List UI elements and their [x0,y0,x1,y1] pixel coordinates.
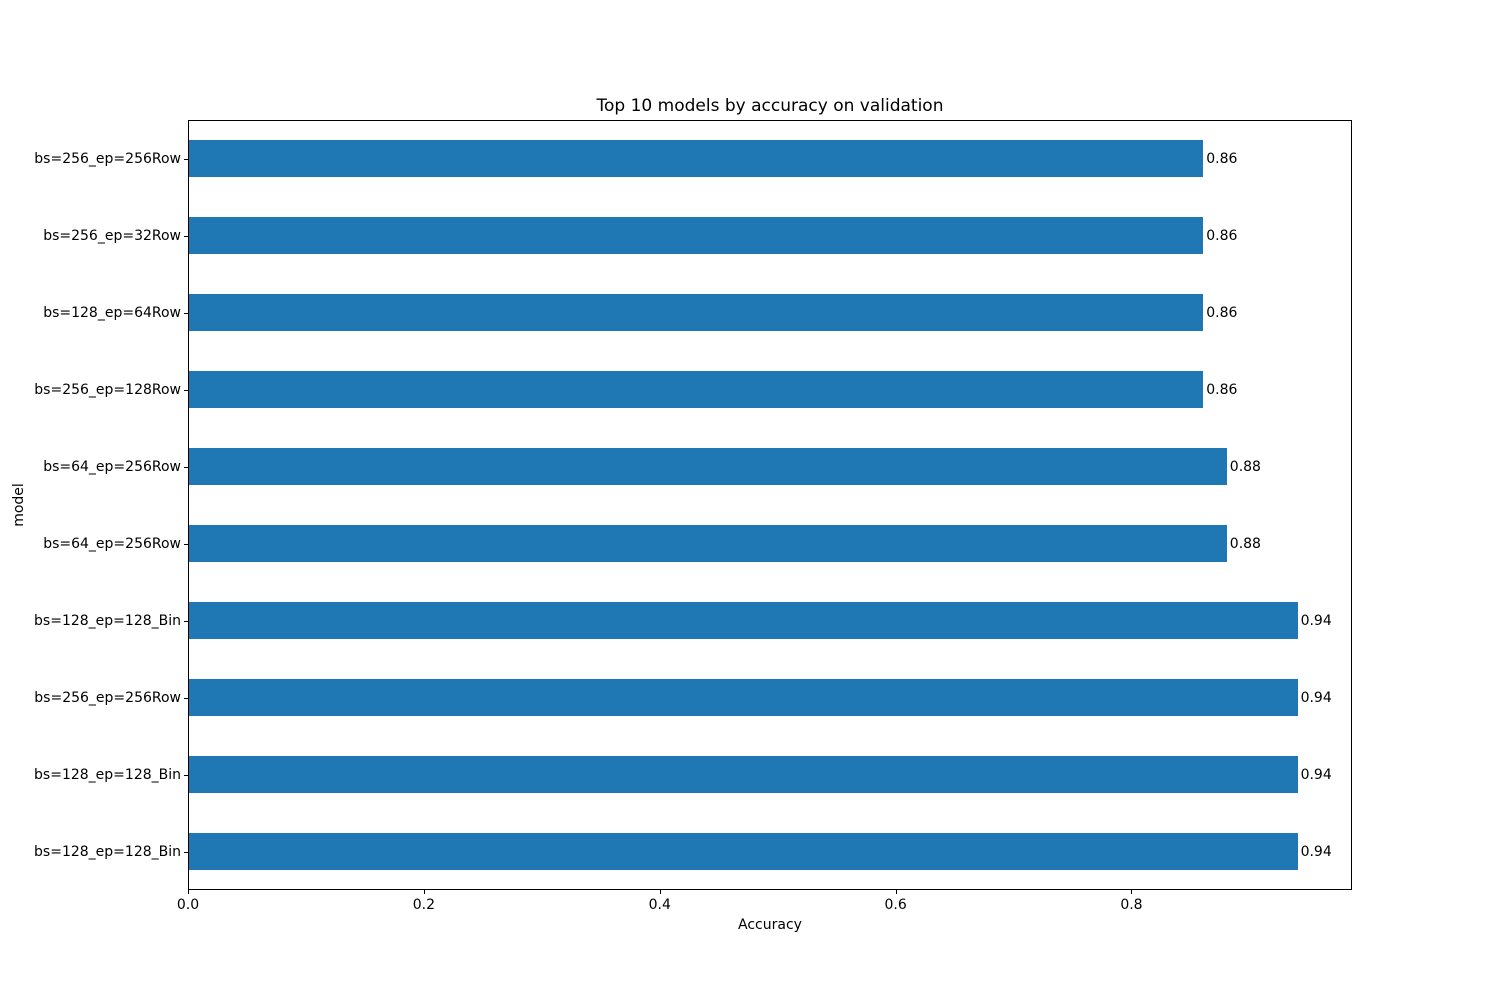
y-tick-mark [184,466,188,468]
y-tick-mark [184,851,188,853]
y-tick-mark [184,389,188,391]
y-tick-mark [184,774,188,776]
x-tick-label: 0.6 [884,897,907,913]
bar [189,371,1204,408]
x-tick-label: 0.0 [176,897,200,913]
y-tick-label: bs=128_ep=128_Bin [34,766,181,783]
y-tick-label: bs=256_ep=256Row [34,150,181,167]
y-axis-title: model [11,483,27,527]
x-tick-mark [188,890,189,894]
bar [189,217,1204,254]
bar-value-label: 0.86 [1206,304,1238,321]
chart-title: Top 10 models by accuracy on validation [596,96,944,116]
y-tick-label: bs=256_ep=128Row [34,381,181,398]
x-tick-mark [423,890,425,894]
x-tick-mark [1131,890,1133,894]
bar-value-label: 0.94 [1300,766,1332,783]
bar-value-label: 0.86 [1206,381,1238,398]
y-tick-label: bs=64_ep=256Row [43,535,181,552]
bar-value-label: 0.94 [1300,843,1332,860]
y-tick-label: bs=256_ep=32Row [43,227,181,244]
bar-value-label: 0.88 [1229,535,1261,552]
bar-value-label: 0.86 [1206,227,1238,244]
bar [189,833,1298,870]
y-tick-mark [184,158,188,160]
x-tick-mark [895,890,897,894]
bar [189,756,1298,793]
y-tick-mark [184,235,188,237]
bar-value-label: 0.94 [1300,612,1332,629]
x-tick-label: 0.2 [412,897,435,913]
y-tick-label: bs=128_ep=64Row [43,304,181,321]
y-tick-label: bs=64_ep=256Row [43,458,181,475]
y-tick-mark [184,620,188,622]
bar-value-label: 0.86 [1206,150,1238,167]
y-tick-label: bs=128_ep=128_Bin [34,612,181,629]
bar [189,679,1298,716]
y-tick-label: bs=128_ep=128_Bin [34,843,181,860]
y-tick-mark [184,697,188,699]
y-tick-mark [184,543,188,545]
bar [189,140,1204,177]
x-tick-mark [659,890,661,894]
bar-value-label: 0.88 [1229,458,1261,475]
bar [189,602,1298,639]
x-tick-label: 0.8 [1120,897,1143,913]
x-tick-label: 0.4 [648,897,671,913]
x-axis-title: Accuracy [738,917,802,933]
y-tick-label: bs=256_ep=256Row [34,689,181,706]
y-tick-mark [184,312,188,314]
bar [189,294,1204,331]
bar [189,525,1227,562]
bar [189,448,1227,485]
bar-value-label: 0.94 [1300,689,1332,706]
